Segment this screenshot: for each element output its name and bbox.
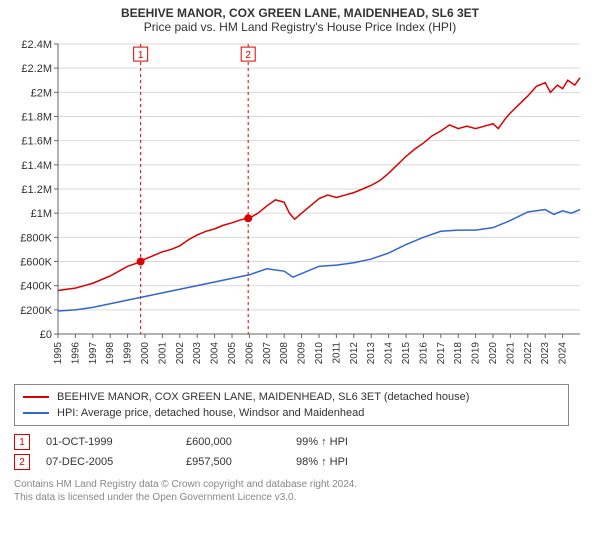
svg-text:2007: 2007 (262, 342, 273, 365)
event-badge: 1 (14, 434, 30, 450)
svg-text:£2.2M: £2.2M (21, 63, 52, 75)
event-row: 1 01-OCT-1999£600,00099% ↑ HPI (14, 432, 586, 452)
svg-text:2022: 2022 (523, 342, 534, 365)
legend-swatch (23, 396, 49, 398)
svg-text:£800K: £800K (20, 232, 52, 244)
svg-text:2019: 2019 (471, 342, 482, 365)
event-price: £957,500 (186, 456, 296, 468)
svg-text:2006: 2006 (244, 342, 255, 365)
price-chart: £0 £200K £400K £600K £800K £1M £1.2M £1.4M £1.6M… (14, 38, 586, 378)
svg-text:2012: 2012 (349, 342, 360, 365)
svg-text:£1.6M: £1.6M (21, 136, 52, 148)
svg-text:£1.8M: £1.8M (21, 112, 52, 124)
event-date: 07-DEC-2005 (46, 456, 186, 468)
svg-text:£1M: £1M (31, 208, 52, 220)
event-badge: 2 (14, 454, 30, 470)
event-row: 2 07-DEC-2005£957,50098% ↑ HPI (14, 452, 586, 472)
svg-text:2011: 2011 (331, 342, 342, 364)
svg-text:2024: 2024 (558, 342, 569, 365)
svg-text:2013: 2013 (366, 342, 377, 365)
svg-text:2020: 2020 (488, 342, 499, 365)
event-pct: 99% ↑ HPI (296, 436, 386, 448)
svg-text:2001: 2001 (157, 342, 168, 365)
svg-text:1997: 1997 (88, 342, 99, 365)
svg-text:2015: 2015 (401, 342, 412, 365)
svg-text:£2M: £2M (31, 87, 52, 99)
svg-text:£1.4M: £1.4M (21, 160, 52, 172)
legend-swatch (23, 412, 49, 414)
event-date: 01-OCT-1999 (46, 436, 186, 448)
title-subtitle: Price paid vs. HM Land Registry's House … (14, 20, 586, 34)
svg-text:2009: 2009 (297, 342, 308, 365)
svg-text:£1.2M: £1.2M (21, 184, 52, 196)
svg-text:2004: 2004 (210, 342, 221, 365)
chart-container: BEEHIVE MANOR, COX GREEN LANE, MAIDENHEA… (0, 0, 600, 560)
svg-text:1995: 1995 (53, 342, 64, 365)
svg-text:2016: 2016 (418, 342, 429, 365)
svg-text:2010: 2010 (314, 342, 325, 365)
chart-area: £0 £200K £400K £600K £800K £1M £1.2M £1.4M £1.6M… (14, 38, 586, 378)
svg-text:2017: 2017 (436, 342, 447, 365)
svg-text:£0: £0 (40, 329, 52, 341)
svg-text:1999: 1999 (123, 342, 134, 365)
footer-attribution: Contains HM Land Registry data © Crown c… (14, 478, 586, 504)
svg-text:2008: 2008 (279, 342, 290, 365)
svg-text:2: 2 (245, 50, 251, 61)
svg-text:2014: 2014 (384, 342, 395, 365)
svg-text:1996: 1996 (70, 342, 81, 365)
svg-text:2005: 2005 (227, 342, 238, 365)
legend-label: HPI: Average price, detached house, Wind… (57, 407, 364, 419)
footer-line-1: Contains HM Land Registry data © Crown c… (14, 478, 586, 491)
legend-label: BEEHIVE MANOR, COX GREEN LANE, MAIDENHEA… (57, 391, 469, 403)
legend-row: HPI: Average price, detached house, Wind… (23, 405, 560, 421)
svg-text:£600K: £600K (20, 257, 52, 269)
svg-text:2002: 2002 (175, 342, 186, 365)
svg-text:2003: 2003 (192, 342, 203, 365)
svg-text:2021: 2021 (505, 342, 516, 365)
svg-text:2018: 2018 (453, 342, 464, 365)
svg-text:1: 1 (138, 50, 144, 61)
svg-text:1998: 1998 (105, 342, 116, 365)
title-address: BEEHIVE MANOR, COX GREEN LANE, MAIDENHEA… (14, 6, 586, 20)
event-pct: 98% ↑ HPI (296, 456, 386, 468)
svg-text:2023: 2023 (540, 342, 551, 365)
legend-box: BEEHIVE MANOR, COX GREEN LANE, MAIDENHEA… (14, 384, 569, 426)
footer-line-2: This data is licensed under the Open Gov… (14, 491, 586, 504)
svg-text:£200K: £200K (20, 305, 52, 317)
event-marker-table: 1 01-OCT-1999£600,00099% ↑ HPI 2 07-DEC-200… (14, 432, 586, 472)
legend-row: BEEHIVE MANOR, COX GREEN LANE, MAIDENHEA… (23, 389, 560, 405)
event-price: £600,000 (186, 436, 296, 448)
svg-text:2000: 2000 (140, 342, 151, 365)
svg-text:£400K: £400K (20, 281, 52, 293)
svg-text:£2.4M: £2.4M (21, 39, 52, 51)
